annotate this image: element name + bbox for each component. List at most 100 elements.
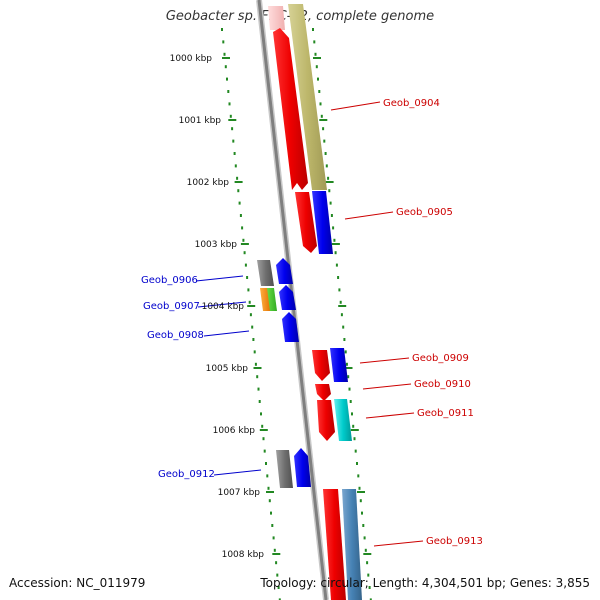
gene-label-geob-0907[interactable]: Geob_0907	[143, 301, 200, 312]
scale-dot	[334, 251, 337, 255]
scale-dot	[251, 325, 254, 329]
scale-major-tick	[272, 553, 281, 555]
scale-track-left	[221, 28, 281, 600]
scale-dot	[367, 573, 370, 577]
scale-dot	[253, 350, 256, 354]
scale-major-tick	[357, 491, 365, 493]
scale-dot	[322, 127, 325, 131]
cds-geob-0909-red	[312, 350, 330, 381]
scale-dot	[221, 28, 223, 31]
scale-dot	[357, 474, 360, 478]
scale-dot	[249, 313, 252, 317]
gene-label-geob-0912[interactable]: Geob_0912	[158, 469, 215, 480]
scale-dot	[266, 474, 269, 478]
scale-dot	[278, 598, 281, 600]
gene-label-geob-0910[interactable]: Geob_0910	[414, 379, 471, 390]
scale-major-tick	[247, 305, 256, 307]
scale-dot	[252, 338, 255, 341]
gene-label-geob-0911[interactable]: Geob_0911	[417, 408, 474, 419]
scale-dot	[354, 449, 357, 453]
scale-dot	[345, 362, 348, 366]
scale-tick-label: 1003 kbp	[195, 240, 238, 250]
scale-dot	[273, 548, 276, 552]
scale-major-tick	[228, 119, 237, 121]
scale-dot	[335, 263, 338, 267]
gene-label-geob-0909[interactable]: Geob_0909	[412, 353, 469, 364]
scale-major-tick	[222, 57, 230, 59]
scale-dot	[362, 524, 365, 527]
gene-label-geob-0908[interactable]: Geob_0908	[147, 330, 204, 341]
scale-dot	[272, 536, 275, 540]
cds-geob-0910-red	[315, 384, 331, 401]
gene-feature-pink	[268, 6, 285, 30]
scale-dot	[271, 524, 274, 527]
gene-geob-0911-cyan	[334, 399, 352, 441]
scale-major-tick	[350, 429, 359, 431]
scale-dot	[351, 412, 353, 416]
gene-label-geob-0906[interactable]: Geob_0906	[141, 275, 198, 286]
scale-dot	[232, 139, 235, 143]
scale-dot	[349, 400, 352, 403]
cds-geob-0908-blue	[282, 312, 299, 342]
scale-dot	[347, 375, 350, 379]
scale-dot	[231, 127, 234, 131]
scale-dot	[312, 28, 314, 31]
scale-dot	[358, 486, 361, 490]
scale-track-right	[312, 28, 372, 600]
scale-dot	[261, 424, 264, 428]
genome-summary-text: Topology: circular; Length: 4,304,501 bp…	[260, 576, 590, 590]
scale-dot	[318, 90, 321, 93]
scale-dot	[361, 511, 363, 515]
scale-tick-label: 1004 kbp	[202, 302, 245, 312]
scale-dot	[366, 561, 369, 565]
scale-dot	[353, 437, 356, 441]
scale-tick-label: 1002 kbp	[187, 178, 230, 188]
gene-geob-0904-khaki	[288, 4, 327, 190]
scale-major-tick	[319, 119, 328, 121]
scale-dot	[359, 499, 362, 503]
gene-label-geob-0913[interactable]: Geob_0913	[426, 536, 483, 547]
scale-major-tick	[344, 367, 353, 369]
scale-dot	[244, 263, 247, 267]
gene-label-geob-0904[interactable]: Geob_0904	[383, 98, 440, 109]
cds-geob-0913-red	[323, 489, 346, 600]
scale-dot	[224, 65, 227, 69]
scale-dot	[263, 449, 266, 453]
scale-dot	[340, 313, 343, 317]
scale-dot	[226, 77, 228, 81]
scale-dot	[325, 164, 328, 168]
scale-dot	[238, 201, 241, 205]
scale-dot	[237, 189, 240, 193]
scale-dot	[368, 586, 371, 589]
scale-dot	[242, 238, 245, 242]
scale-major-tick	[234, 181, 243, 183]
gene-geob-0913-steel	[342, 489, 362, 600]
scale-dot	[339, 300, 342, 304]
scale-dot	[222, 40, 225, 44]
scale-dot	[344, 350, 347, 354]
scale-major-tick	[259, 429, 268, 431]
scale-dot	[317, 77, 319, 81]
accession-text: Accession: NC_011979	[9, 576, 146, 590]
scale-dot	[236, 176, 239, 180]
gene-label-geob-0905[interactable]: Geob_0905	[396, 207, 453, 218]
scale-dot	[243, 251, 246, 255]
scale-dot	[270, 511, 272, 515]
scale-dot	[229, 114, 232, 118]
scale-dot	[223, 52, 226, 56]
gene-geob-0906-gray	[257, 260, 274, 286]
scale-dot	[227, 90, 230, 93]
scale-dot	[356, 462, 358, 465]
cds-geob-0904-red	[273, 28, 308, 190]
scale-dot	[268, 499, 271, 503]
scale-dot	[332, 226, 335, 230]
scale-major-tick	[331, 243, 340, 245]
scale-dot	[364, 548, 367, 552]
scale-dot	[352, 424, 355, 428]
scale-major-tick	[363, 553, 372, 555]
scale-dot	[314, 52, 317, 56]
scale-dot	[363, 536, 366, 540]
scale-dot	[319, 102, 322, 106]
gene-geob-0907-green	[267, 288, 277, 311]
scale-major-tick	[313, 57, 321, 59]
